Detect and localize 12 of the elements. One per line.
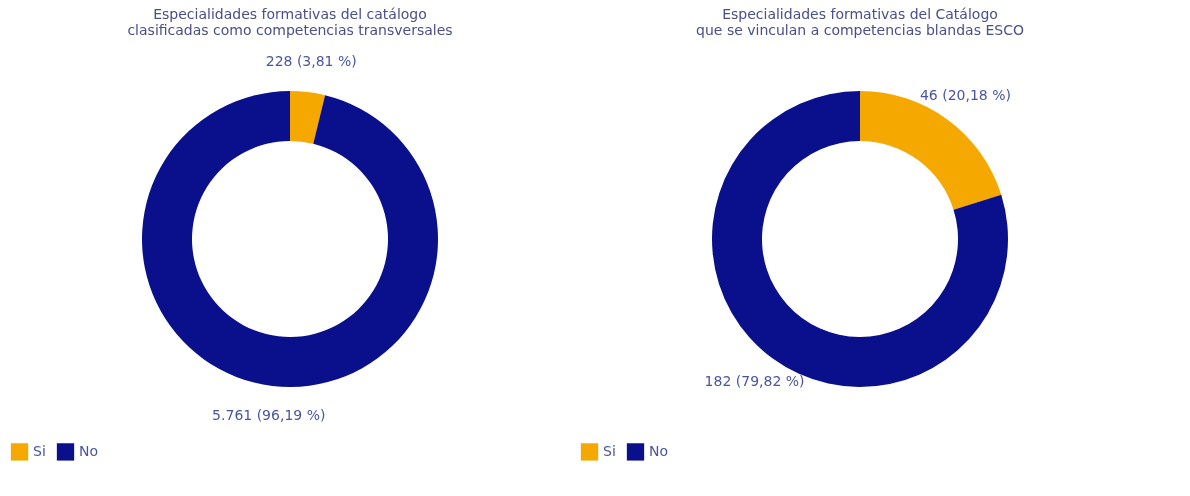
- chart-title: Especialidades formativas del catálogo clasificadas como competencias transversales: [127, 6, 453, 38]
- legend-label: No: [649, 442, 669, 459]
- data-label: 182 (79,82 %): [704, 373, 805, 390]
- chart-title: Especialidades formativas del Catálogo que se vinculan a competencias blandas ESCO: [696, 6, 1024, 38]
- data-label: 228 (3,81 %): [265, 53, 357, 70]
- legend-label: Si: [603, 442, 616, 459]
- donut-slice: [142, 91, 438, 387]
- data-label: 5.761 (96,19 %): [212, 406, 326, 423]
- legend-label: No: [79, 442, 99, 459]
- data-label: 46 (20,18 %): [919, 86, 1011, 103]
- legend-label: Si: [33, 442, 46, 459]
- donut-slice: [290, 91, 326, 144]
